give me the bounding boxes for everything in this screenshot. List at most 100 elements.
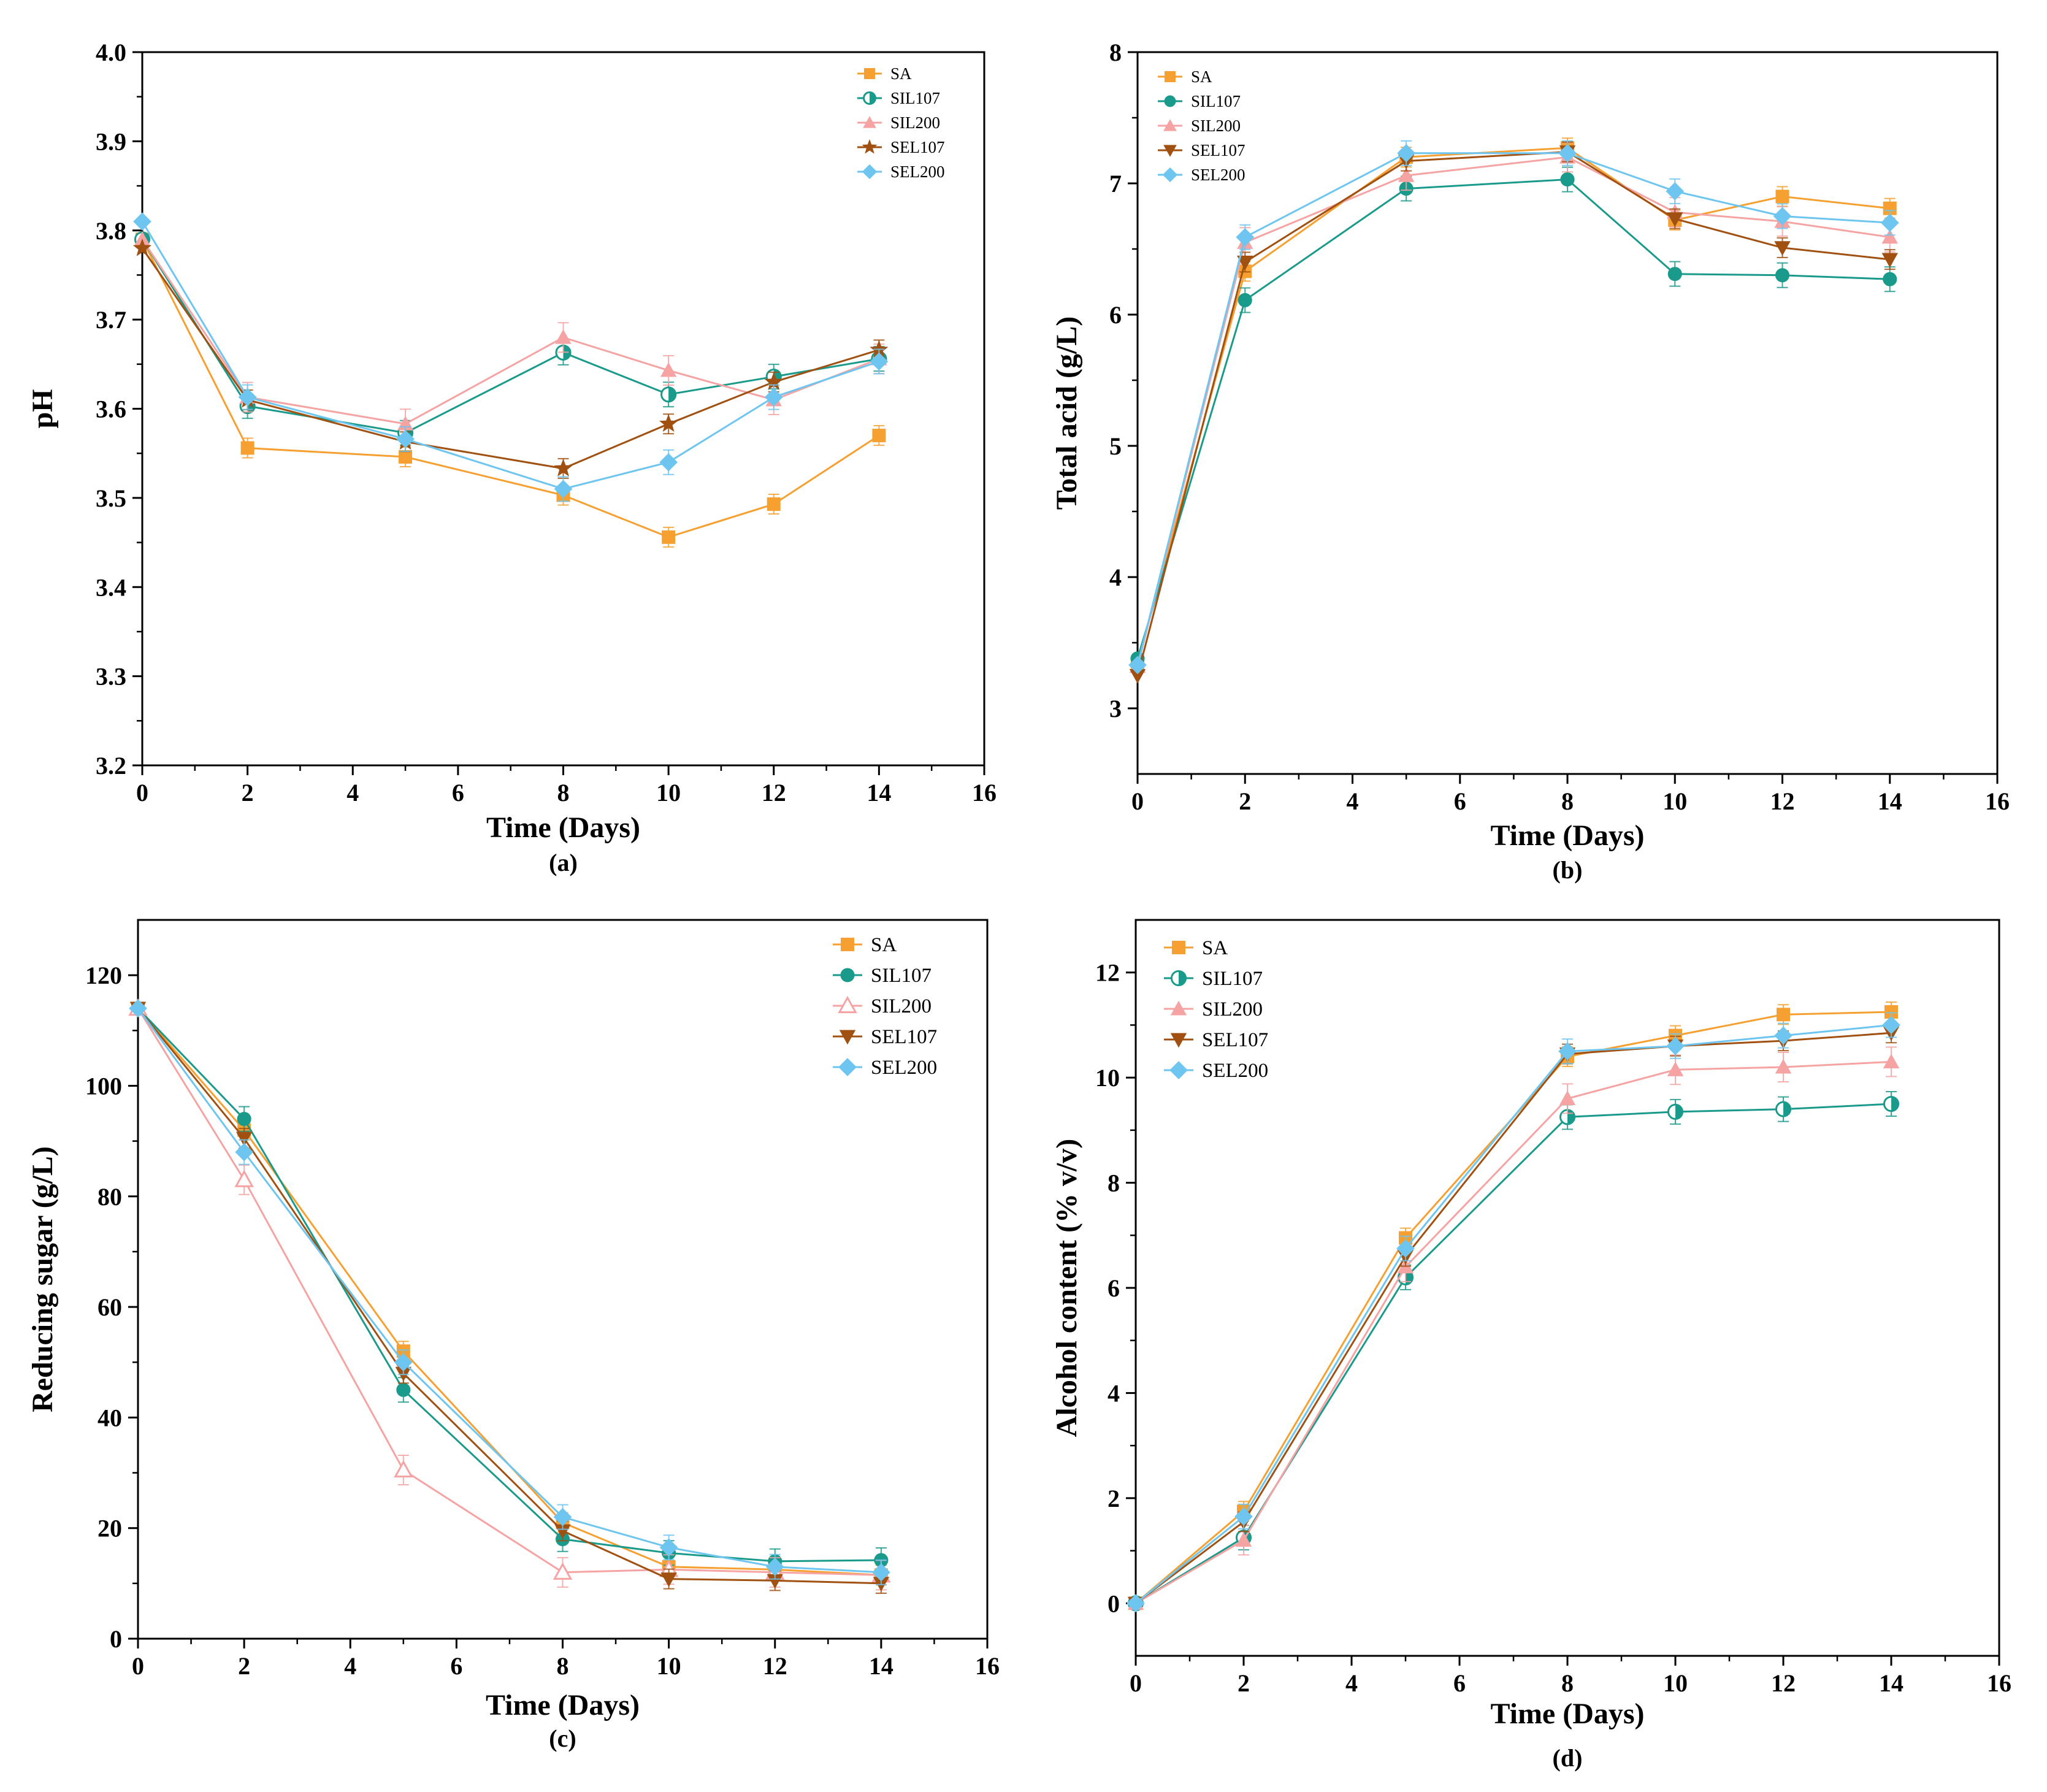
triangle-down-marker (839, 1030, 856, 1045)
y-tick-label: 8 (1108, 1170, 1120, 1197)
y-axis-title: pH (26, 389, 59, 428)
x-tick-label: 8 (1561, 1669, 1574, 1697)
half-circle-fill (1891, 1097, 1899, 1111)
diamond-marker (1882, 1016, 1900, 1035)
half-circle-fill (668, 387, 676, 402)
diamond-marker (238, 388, 257, 407)
diamond-marker (1162, 167, 1178, 183)
diamond-marker (1127, 1594, 1145, 1613)
circle-marker (1560, 172, 1575, 187)
diamond-marker (1397, 144, 1415, 163)
square-marker (864, 68, 875, 79)
square-marker (662, 530, 676, 544)
x-tick-label: 12 (1770, 787, 1795, 815)
series-sil200 (128, 998, 891, 1591)
chart-panel-1: 0 2 4 6 8 10 12 14 16 3 4 5 6 7 8 Time (Days) Total acid… (1050, 39, 2010, 884)
x-tick-label: 14 (1878, 787, 1902, 815)
legend-label: SIL107 (890, 89, 940, 107)
legend-label: SIL200 (1191, 117, 1241, 135)
diamond-marker (396, 430, 415, 448)
series-line (141, 247, 879, 470)
y-tick-label: 120 (85, 962, 122, 989)
legend: SA SIL107 SIL200 SEL107 SEL200 (1158, 67, 1245, 184)
diamond-marker (870, 352, 889, 371)
y-tick-label: 4.0 (96, 39, 126, 66)
x-tick-label: 8 (557, 1652, 569, 1680)
diamond-marker (1880, 213, 1899, 232)
chart-panel-3: 0 2 4 6 8 10 12 14 16 0 2 4 6 8 10 12 Time (Days) Alcohol… (1050, 919, 2011, 1772)
diamond-marker (394, 1353, 413, 1372)
square-marker (240, 441, 254, 455)
y-tick-label: 7 (1109, 170, 1122, 197)
x-tick-label: 0 (136, 779, 148, 806)
open-triangle-marker (553, 1562, 573, 1580)
x-tick-label: 4 (1347, 787, 1359, 815)
diamond-marker (129, 999, 147, 1018)
diamond-marker (133, 212, 151, 231)
x-tick-label: 16 (972, 779, 997, 806)
circle-marker (1775, 268, 1790, 283)
legend-label: SEL200 (871, 1057, 937, 1079)
triangle-down-marker (767, 1574, 783, 1589)
square-marker (1172, 941, 1185, 954)
y-tick-label: 6 (1108, 1274, 1120, 1302)
triangle-marker (1881, 229, 1898, 244)
legend-label: SEL200 (1191, 166, 1245, 184)
x-axis-title: Time (Days) (486, 1689, 640, 1721)
diamond-marker (235, 1143, 253, 1162)
x-tick-label: 16 (975, 1652, 1000, 1680)
y-tick-label: 3.4 (96, 573, 126, 601)
y-tick-label: 4 (1109, 564, 1122, 591)
legend-label: SEL107 (1191, 141, 1245, 159)
series-sil107 (131, 1001, 889, 1574)
x-tick-label: 2 (1239, 787, 1251, 815)
x-tick-label: 0 (1131, 787, 1144, 815)
series-sa (131, 1001, 888, 1586)
y-tick-label: 100 (85, 1072, 122, 1100)
series-sil107 (1130, 166, 1897, 666)
diamond-marker (862, 164, 878, 180)
diamond-marker (1236, 228, 1255, 247)
triangle-marker (660, 362, 677, 377)
x-axis-title: Time (Days) (1490, 819, 1644, 852)
open-triangle-marker (234, 1170, 254, 1187)
square-marker (872, 429, 886, 443)
star-marker (132, 238, 152, 256)
x-tick-label: 16 (1985, 787, 2010, 815)
x-tick-label: 14 (867, 779, 891, 806)
x-tick-label: 2 (1238, 1669, 1250, 1697)
triangle-marker (1883, 1054, 1900, 1068)
y-axis-title: Total acid (g/L) (1050, 316, 1083, 510)
diamond-marker (1774, 1026, 1793, 1045)
x-tick-label: 14 (1879, 1669, 1904, 1697)
x-tick-label: 10 (1663, 1669, 1688, 1697)
x-tick-label: 14 (869, 1652, 893, 1680)
circle-marker (1238, 293, 1252, 308)
square-marker (1884, 1005, 1898, 1019)
y-axis-title: Alcohol content (% v/v) (1050, 1139, 1083, 1438)
series-line (137, 1008, 881, 1585)
series-sel200 (1128, 140, 1899, 675)
triangle-marker (1235, 1532, 1252, 1547)
diamond-marker (1396, 1239, 1415, 1258)
circle-marker (237, 1112, 251, 1127)
x-tick-label: 2 (238, 1652, 250, 1680)
triangle-down-marker (660, 1572, 677, 1587)
y-tick-label: 5 (1109, 432, 1122, 460)
x-tick-label: 8 (557, 779, 570, 806)
legend-label: SA (890, 64, 912, 83)
diamond-marker (764, 388, 783, 407)
x-tick-label: 6 (1454, 787, 1466, 815)
triangle-down-marker (1667, 212, 1683, 227)
y-tick-label: 2 (1108, 1485, 1120, 1512)
square-marker (1775, 190, 1789, 204)
y-tick-label: 8 (1109, 39, 1122, 66)
y-tick-label: 3.8 (96, 217, 126, 245)
square-marker (767, 497, 781, 511)
diamond-marker (765, 1557, 784, 1576)
legend-label: SA (871, 934, 897, 956)
legend: SA SIL107 SIL200 SEL107 SEL200 (833, 934, 937, 1079)
half-circle-fill (1675, 1105, 1683, 1119)
